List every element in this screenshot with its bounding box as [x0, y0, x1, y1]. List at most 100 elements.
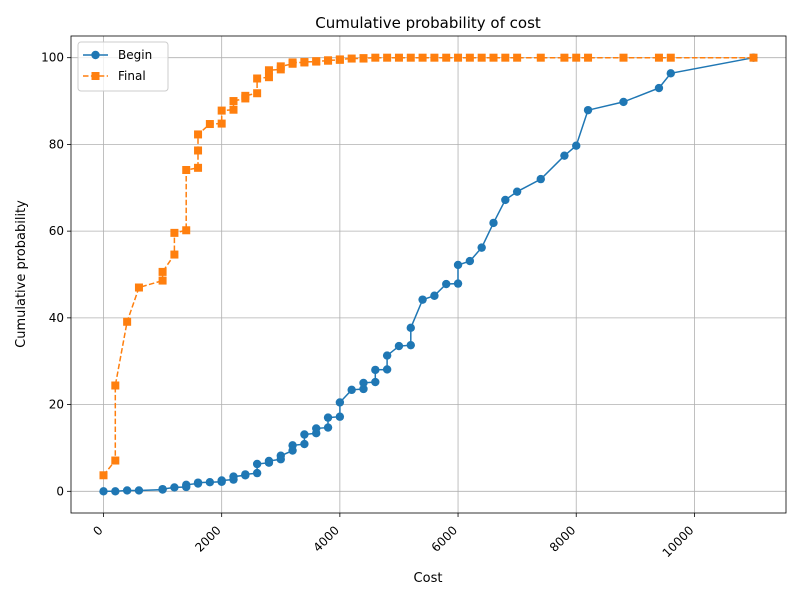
data-point-begin — [335, 398, 345, 407]
data-point-begin — [359, 384, 368, 394]
legend: Begin Final — [77, 41, 169, 92]
data-point-begin — [406, 323, 415, 333]
data-point-begin — [323, 423, 333, 432]
grid — [71, 36, 786, 513]
data-point-final — [465, 53, 474, 62]
data-point-begin — [477, 243, 486, 252]
data-point-begin — [335, 412, 345, 421]
x-axis-ticks: 0 2000 4000 6000 8000 10000 — [90, 513, 697, 560]
data-point-final — [241, 91, 250, 100]
data-point-begin — [205, 478, 215, 487]
data-point-final — [312, 57, 321, 66]
data-point-begin — [560, 151, 569, 160]
data-point-begin — [501, 195, 510, 205]
data-point-begin — [430, 291, 439, 300]
series-line-final — [102, 56, 754, 476]
data-point-final — [335, 55, 344, 64]
data-point-final — [217, 119, 226, 128]
data-point-final — [170, 228, 179, 237]
data-point-final — [572, 53, 581, 62]
data-point-final — [123, 317, 132, 326]
series-layer — [99, 53, 758, 496]
series-final — [99, 53, 758, 480]
data-point-begin — [583, 105, 593, 115]
data-point-begin — [465, 256, 475, 266]
data-point-final — [158, 276, 167, 285]
x-tick-label: 4000 — [310, 523, 341, 554]
data-point-begin — [572, 141, 581, 150]
data-point-final — [619, 53, 628, 62]
data-point-begin — [99, 487, 108, 496]
x-tick-label: 2000 — [192, 523, 223, 554]
x-tick-label: 8000 — [547, 523, 578, 554]
data-point-begin — [406, 340, 415, 350]
data-point-final — [394, 53, 403, 62]
data-point-begin — [418, 295, 427, 304]
series-begin — [99, 53, 758, 496]
data-point-begin — [182, 480, 191, 490]
legend-marker-begin — [91, 50, 100, 60]
data-point-final — [324, 56, 333, 65]
data-point-final — [111, 381, 120, 390]
data-point-final — [383, 53, 392, 62]
data-point-begin — [453, 260, 463, 270]
data-point-begin — [394, 341, 404, 351]
y-tick-label: 100 — [41, 51, 64, 65]
data-point-begin — [264, 456, 274, 466]
x-axis-label: Cost — [414, 571, 443, 586]
data-point-final — [430, 53, 439, 62]
data-point-begin — [229, 472, 238, 481]
data-point-final — [359, 54, 368, 63]
data-point-begin — [276, 451, 285, 460]
y-axis-label: Cumulative probability — [14, 200, 29, 348]
data-point-begin — [300, 439, 309, 449]
legend-label-final: Final — [118, 69, 146, 83]
data-point-final — [513, 53, 522, 62]
data-point-final — [347, 54, 356, 63]
data-point-begin — [382, 351, 392, 360]
data-point-begin — [347, 385, 356, 395]
data-point-begin — [241, 470, 250, 479]
data-point-begin — [323, 413, 333, 422]
data-point-begin — [512, 187, 522, 196]
data-point-final — [288, 58, 297, 67]
data-point-final — [170, 250, 179, 259]
data-point-begin — [252, 468, 262, 478]
series-line-begin — [103, 56, 754, 493]
x-tick-label: 0 — [90, 523, 105, 538]
data-point-final — [217, 106, 226, 115]
y-tick-label: 80 — [49, 137, 64, 151]
y-tick-label: 40 — [49, 311, 64, 325]
data-point-begin — [193, 478, 203, 487]
data-point-final — [536, 53, 545, 62]
data-point-begin — [489, 218, 498, 228]
data-point-begin — [382, 365, 392, 374]
data-point-begin — [442, 279, 451, 289]
data-point-final — [158, 267, 167, 276]
data-point-final — [134, 283, 143, 292]
data-point-final — [371, 53, 380, 62]
data-point-final — [229, 97, 238, 106]
data-point-final — [749, 53, 758, 62]
data-point-final — [442, 53, 451, 62]
data-point-begin — [252, 459, 262, 469]
data-point-begin — [536, 174, 545, 184]
data-point-begin — [619, 97, 628, 107]
data-point-final — [501, 53, 510, 62]
data-point-begin — [371, 377, 380, 387]
data-point-final — [229, 105, 238, 114]
data-point-final — [205, 120, 214, 129]
data-point-final — [264, 73, 273, 82]
data-point-final — [654, 53, 663, 62]
data-point-begin — [288, 441, 297, 450]
data-point-final — [406, 53, 415, 62]
data-point-begin — [158, 484, 167, 494]
data-point-final — [182, 165, 191, 174]
data-point-final — [276, 62, 285, 71]
data-point-final — [194, 163, 203, 172]
y-axis-ticks: 0 20 40 60 80 100 — [41, 51, 71, 498]
data-point-final — [182, 226, 191, 235]
data-point-begin — [666, 69, 675, 78]
data-point-final — [477, 53, 486, 62]
